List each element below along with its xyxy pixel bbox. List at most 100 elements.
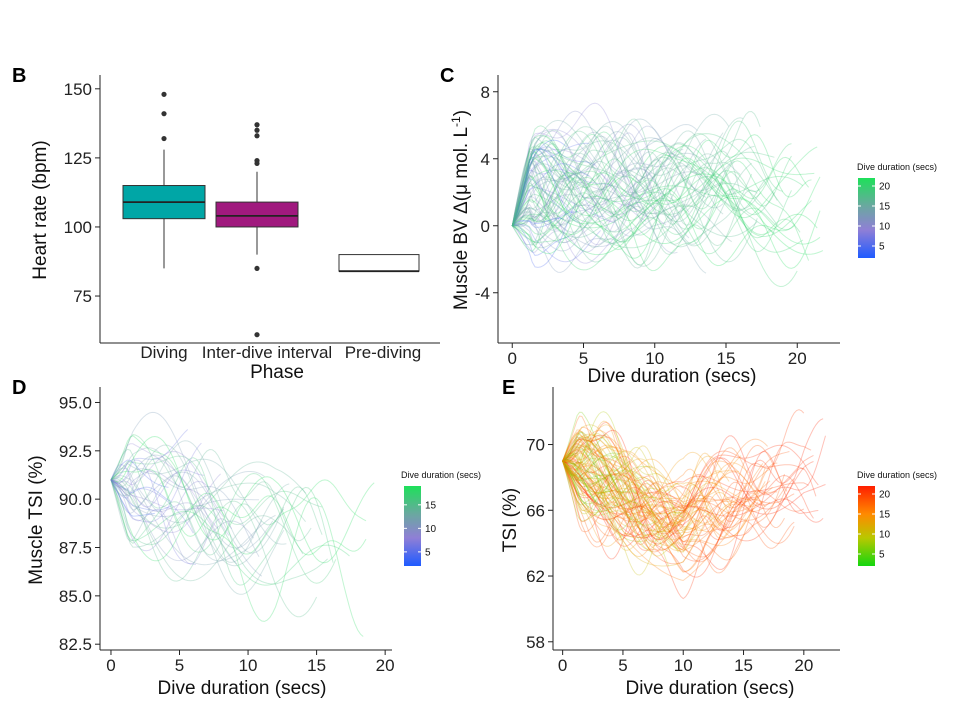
panel-c-series-line <box>511 217 564 227</box>
panel-c-series-line <box>512 148 804 253</box>
panel-d-series-line <box>110 475 285 595</box>
panel-d-x-tick-label: 15 <box>307 656 326 675</box>
panel-c-series-line <box>511 172 678 254</box>
panel-e-series-line <box>562 444 788 558</box>
panel-c-x-tick-label: 20 <box>788 349 807 368</box>
panel-c-series-line <box>511 120 724 226</box>
panel-e-series-line <box>562 411 660 542</box>
panel-e-series-line <box>562 460 614 481</box>
panel-c-series-line <box>512 140 775 234</box>
panel-c-series-line <box>511 152 741 267</box>
panel-d-series-line <box>110 468 367 556</box>
panel-e-series-line <box>562 449 805 545</box>
panel-c-series-line <box>511 156 758 263</box>
panel-e-series-line <box>562 460 795 565</box>
panel-e-legend-title: Dive duration (secs) <box>857 470 937 480</box>
panel-e-series-line <box>562 460 655 494</box>
panel-e-series-line <box>562 460 619 506</box>
panel-d-series-line <box>110 479 233 565</box>
panel-d-series-line <box>110 479 350 586</box>
panel-e-series-line <box>562 460 626 505</box>
panel-d-legend-title: Dive duration (secs) <box>401 470 481 480</box>
panel-e-series-line <box>562 459 730 558</box>
panel-c-series-line <box>511 148 570 226</box>
panel-label-e: E <box>502 377 515 399</box>
panel-e-series-line <box>562 445 716 551</box>
panel-d-series-line <box>110 435 375 564</box>
panel-e-series-line <box>562 460 701 541</box>
panel-e-x-title: Dive duration (secs) <box>626 678 795 699</box>
box-body <box>215 201 299 228</box>
panel-d-legend-tick-label: 15 <box>425 500 437 511</box>
panel-e-series-line <box>562 460 648 542</box>
panel-e-series-line <box>562 411 633 510</box>
panel-c-series-line <box>511 132 653 231</box>
panel-d-series-line <box>110 459 169 488</box>
panel-d-lineplot: 0 5 10 15 20 82.5 85.0 87.5 90.0 92.5 95.0 Dive du… <box>26 387 481 699</box>
panel-d-series-line <box>110 479 304 582</box>
panel-c-series-line <box>511 131 792 227</box>
panel-c-series-line <box>511 159 690 273</box>
panel-d-colorbar <box>404 486 421 566</box>
panel-e-series-line <box>562 456 652 499</box>
panel-e-series-line <box>562 460 814 578</box>
panel-e-series-line <box>562 444 645 535</box>
panel-c-series-line <box>511 172 770 245</box>
panel-c-series-line <box>511 151 741 226</box>
panel-e-y-tick-label: 62 <box>526 567 545 586</box>
panel-c-series-line <box>511 152 761 226</box>
panel-c-series-line <box>511 134 778 236</box>
panel-c-y-title: Muscle BV Δ(μ mol. L-1) <box>449 110 472 310</box>
panel-d-series-line <box>110 467 265 524</box>
panel-c-series-line <box>511 130 775 227</box>
box-outlier <box>254 265 260 272</box>
panel-b-x-tick-diving: Diving <box>140 343 187 362</box>
panel-e-x-tick-label: 5 <box>618 656 627 675</box>
panel-c-series-line <box>511 135 792 253</box>
panel-c-series-line <box>512 172 684 237</box>
panel-d-series-line <box>110 479 155 517</box>
panel-c-series-line <box>511 142 590 226</box>
panel-e-x-tick-label: 20 <box>794 656 813 675</box>
panel-c-series-line <box>512 224 601 263</box>
panel-b-x-tick-inter-dive: Inter-dive interval <box>202 343 332 362</box>
panel-c-legend-title: Dive duration (secs) <box>857 162 937 172</box>
box-outlier <box>161 111 167 117</box>
panel-e-series-line <box>562 446 679 553</box>
panel-e-series-line <box>562 452 653 494</box>
panel-e-legend: Dive duration (secs) 5 10 15 20 <box>857 470 937 566</box>
panel-d-y-tick-label: 92.5 <box>59 442 92 461</box>
panel-c-y-tick-label: 4 <box>481 150 490 169</box>
panel-e-series-line <box>562 432 766 540</box>
panel-c-series-line <box>511 146 596 227</box>
panel-e-legend-tick-label: 5 <box>879 550 885 561</box>
panel-e-legend-tick-label: 20 <box>879 490 891 501</box>
panel-c-x-tick-label: 15 <box>717 349 736 368</box>
panel-d-series-line <box>110 471 263 577</box>
panel-e-series-line <box>562 452 706 567</box>
panel-d-series-line <box>110 479 254 562</box>
panel-c-series-line <box>511 178 579 226</box>
panel-b-y-tick-label: 100 <box>64 218 92 237</box>
panel-c-series-line <box>511 128 647 226</box>
panel-e-series-line <box>562 460 677 512</box>
panel-d-series-line <box>110 440 285 554</box>
panel-d-series-line <box>110 444 290 563</box>
panel-e-series-line <box>562 450 764 573</box>
panel-c-series-line <box>511 160 633 264</box>
panel-e-series-line <box>562 439 699 514</box>
panel-d-series-line <box>110 450 224 518</box>
panel-c-series-line <box>511 113 730 226</box>
panel-e-series-line <box>562 460 732 550</box>
panel-c-series-line <box>511 152 707 244</box>
panel-d-x-tick-label: 0 <box>106 656 115 675</box>
panel-e-series-line <box>562 424 703 546</box>
panel-e-lineplot: 0 5 10 15 20 58 62 66 70 Dive duration (secs) TS… <box>500 387 937 699</box>
panel-e-series-line <box>562 460 805 562</box>
panel-d-series-line <box>110 470 230 536</box>
panel-c-series-line <box>511 102 641 226</box>
panel-c-series-line <box>511 150 821 269</box>
panel-c-series-line <box>511 133 784 233</box>
panel-d-series-line <box>110 435 367 555</box>
panel-c-series-line <box>512 175 818 236</box>
